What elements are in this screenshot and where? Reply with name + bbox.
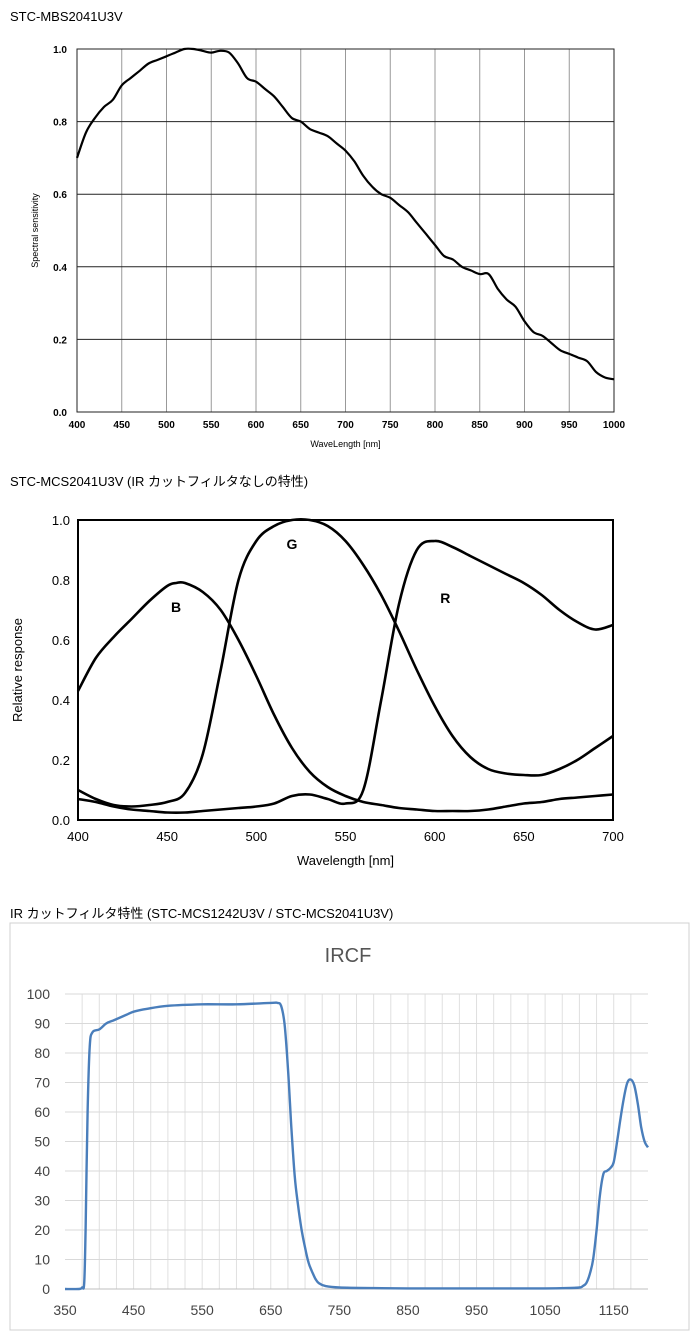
series-r-line bbox=[77, 539, 614, 815]
series-g-line bbox=[77, 517, 614, 808]
x-tick-label: 400 bbox=[69, 420, 86, 431]
y-tick-label: 0.2 bbox=[53, 335, 67, 346]
chart-area-border bbox=[9, 922, 690, 1331]
x-axis-label: WaveLength [nm] bbox=[310, 439, 380, 449]
x-tick-label: 650 bbox=[292, 420, 309, 431]
y-tick-label: 50 bbox=[34, 1134, 50, 1150]
x-tick-label: 450 bbox=[122, 1302, 146, 1318]
y-tick-label: 1.0 bbox=[52, 513, 70, 528]
y-tick-label: 0.6 bbox=[53, 190, 67, 201]
y-tick-label: 0.0 bbox=[53, 408, 67, 419]
x-tick-label: 450 bbox=[156, 829, 178, 844]
x-tick-label: 350 bbox=[53, 1302, 77, 1318]
ircf-chart: IRCF 350 450 550 650 750 850 950 1050 1150 0 10 20 30… bbox=[9, 922, 690, 1331]
y-tick-label: 40 bbox=[34, 1163, 50, 1179]
x-tick-label: 700 bbox=[602, 829, 624, 844]
x-tick-label: 500 bbox=[158, 420, 175, 431]
series-r-label: R bbox=[440, 590, 450, 606]
y-axis-label: Relative response bbox=[10, 618, 25, 722]
plot-frame bbox=[77, 519, 614, 821]
spectral-sensitivity-chart: 400 450 500 550 600 650 700 750 800 850 900 950 1000… bbox=[30, 45, 626, 449]
relative-response-chart: 400 450 500 550 600 650 700 0.0 0.2 0.4 0.6 0.8 1.0 W… bbox=[10, 513, 624, 868]
x-tick-label: 1050 bbox=[530, 1302, 561, 1318]
y-tick-label: 30 bbox=[34, 1193, 50, 1209]
x-tick-label: 800 bbox=[427, 420, 444, 431]
chart1-caption: STC-MBS2041U3V bbox=[10, 9, 123, 24]
x-tick-label: 700 bbox=[337, 420, 354, 431]
x-tick-label: 650 bbox=[259, 1302, 283, 1318]
x-tick-label: 950 bbox=[561, 420, 578, 431]
y-tick-label: 70 bbox=[34, 1075, 50, 1091]
x-tick-label: 600 bbox=[424, 829, 446, 844]
series-g-label: G bbox=[287, 536, 298, 552]
y-tick-label: 1.0 bbox=[53, 45, 67, 56]
x-tick-label: 1000 bbox=[603, 420, 626, 431]
x-tick-label: 900 bbox=[516, 420, 533, 431]
x-tick-label: 600 bbox=[248, 420, 265, 431]
x-tick-label: 750 bbox=[382, 420, 399, 431]
x-tick-label: 850 bbox=[396, 1302, 420, 1318]
chart3-caption: IR カットフィルタ特性 (STC-MCS1242U3V / STC-MCS20… bbox=[10, 906, 394, 921]
x-tick-label: 450 bbox=[113, 420, 130, 431]
chart2-caption: STC-MCS2041U3V (IR カットフィルタなしの特性) bbox=[10, 474, 309, 489]
y-tick-label: 0.4 bbox=[53, 263, 67, 274]
series-b-line bbox=[76, 580, 614, 813]
series-b-label: B bbox=[171, 599, 181, 615]
x-tick-label: 950 bbox=[465, 1302, 489, 1318]
y-tick-label: 0.2 bbox=[52, 753, 70, 768]
y-axis-label: Spectral sensitivity bbox=[30, 193, 40, 268]
ircf-transmission-line bbox=[64, 1001, 650, 1291]
x-tick-label: 550 bbox=[190, 1302, 214, 1318]
x-tick-label: 550 bbox=[335, 829, 357, 844]
y-tick-label: 0.8 bbox=[53, 118, 67, 129]
plot-frame bbox=[76, 48, 615, 413]
y-tick-label: 0 bbox=[42, 1281, 50, 1297]
x-tick-label: 550 bbox=[203, 420, 220, 431]
y-tick-label: 90 bbox=[34, 1016, 50, 1032]
y-tick-label: 60 bbox=[34, 1104, 50, 1120]
x-tick-label: 500 bbox=[245, 829, 267, 844]
y-tick-label: 80 bbox=[34, 1045, 50, 1061]
y-tick-label: 100 bbox=[27, 986, 51, 1002]
y-tick-label: 0.0 bbox=[52, 813, 70, 828]
y-tick-label: 0.6 bbox=[52, 633, 70, 648]
chart-title: IRCF bbox=[325, 945, 372, 967]
y-tick-label: 10 bbox=[34, 1252, 50, 1268]
x-tick-label: 850 bbox=[471, 420, 488, 431]
y-tick-label: 0.4 bbox=[52, 693, 70, 708]
x-axis-label: Wavelength [nm] bbox=[297, 853, 394, 868]
y-tick-label: 20 bbox=[34, 1222, 50, 1238]
x-tick-label: 400 bbox=[67, 829, 89, 844]
x-tick-label: 1150 bbox=[599, 1302, 629, 1318]
y-tick-label: 0.8 bbox=[52, 573, 70, 588]
x-tick-label: 650 bbox=[513, 829, 535, 844]
x-tick-label: 750 bbox=[328, 1302, 352, 1318]
spectral-sensitivity-line bbox=[75, 47, 615, 381]
